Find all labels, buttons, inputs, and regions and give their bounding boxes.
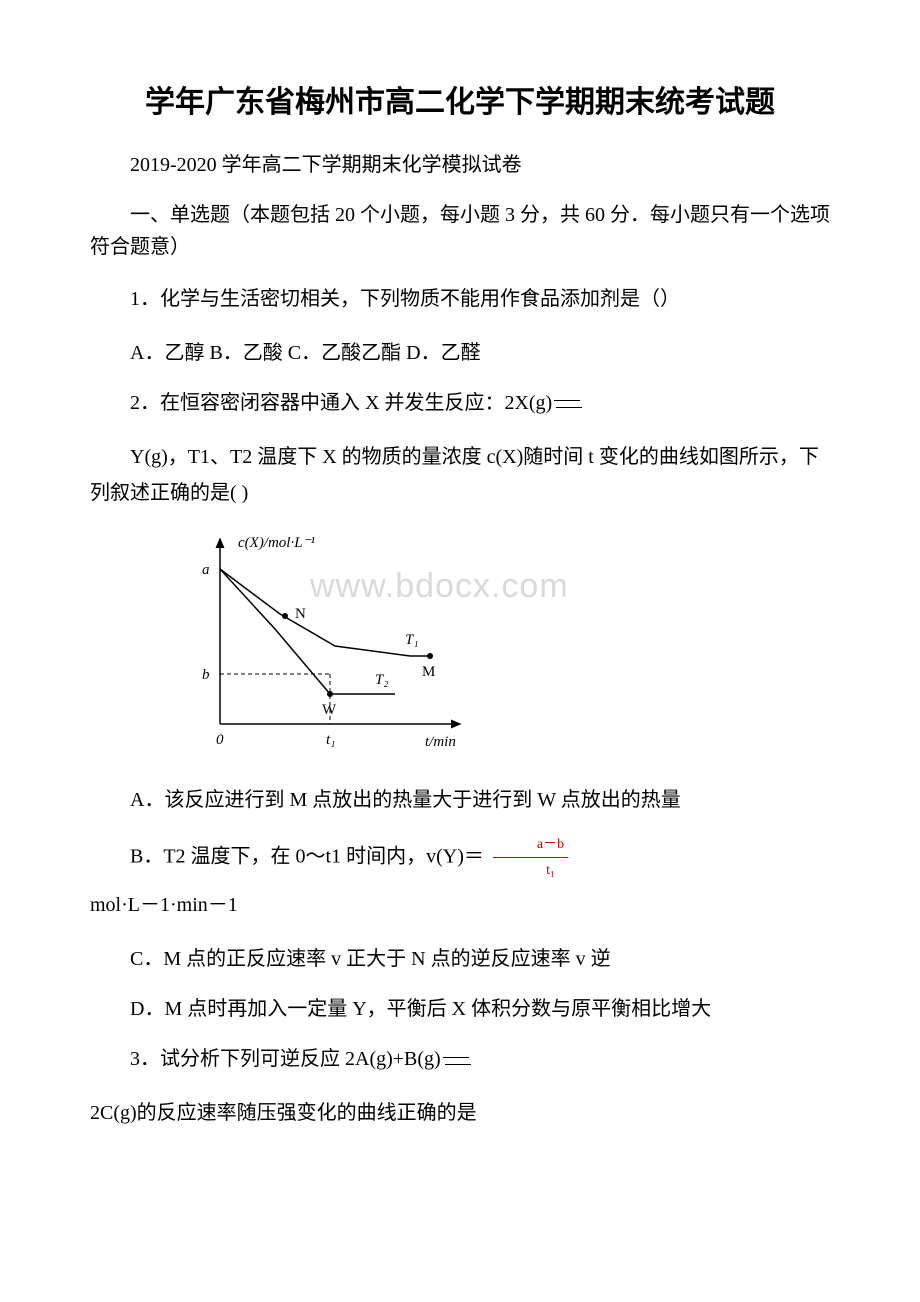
question-1: 1．化学与生活密切相关，下列物质不能用作食品添加剂是（） — [90, 281, 830, 317]
question-3-continue: 2C(g)的反应速率随压强变化的曲线正确的是 — [90, 1095, 830, 1131]
fraction-numerator: a－b — [493, 832, 568, 858]
equilibrium-icon — [443, 1054, 471, 1068]
svg-text:T₂: T₂ — [375, 672, 389, 688]
equilibrium-icon — [554, 397, 582, 411]
q2-option-b-cont: mol·L－1·min－1 — [90, 887, 830, 923]
document-title: 学年广东省梅州市高二化学下学期期末统考试题 — [90, 80, 830, 125]
q2-optb-pre: B．T2 温度下，在 0～t1 时间内，v(Y)＝ — [130, 845, 484, 867]
q2-option-b: B．T2 温度下，在 0～t1 时间内，v(Y)＝ a－b t₁ — [90, 832, 830, 883]
q2-option-d: D．M 点时再加入一定量 Y，平衡后 X 体积分数与原平衡相比增大 — [90, 991, 830, 1027]
svg-text:c(X)/mol·L⁻¹: c(X)/mol·L⁻¹ — [238, 535, 315, 551]
q2-cont-text: Y(g)，T1、T2 温度下 X 的物质的量浓度 c(X)随时间 t 变化的曲线… — [90, 439, 830, 511]
svg-text:t₁: t₁ — [326, 732, 335, 748]
svg-text:a: a — [202, 562, 210, 578]
question-2-intro: 2．在恒容密闭容器中通入 X 并发生反应：2X(g) — [90, 385, 830, 421]
q2-intro-text: 2．在恒容密闭容器中通入 X 并发生反应：2X(g) — [130, 392, 552, 414]
svg-text:T₁: T₁ — [405, 632, 419, 648]
svg-text:N: N — [295, 606, 306, 622]
svg-text:W: W — [322, 702, 337, 718]
svg-text:b: b — [202, 667, 210, 683]
fraction-denominator: t₁ — [493, 858, 568, 883]
section-header: 一、单选题（本题包括 20 个小题，每小题 3 分，共 60 分．每小题只有一个… — [90, 199, 830, 263]
svg-text:t/min: t/min — [425, 734, 456, 750]
q3-intro-text: 3．试分析下列可逆反应 2A(g)+B(g) — [130, 1048, 441, 1070]
q2-option-a: A．该反应进行到 M 点放出的热量大于进行到 W 点放出的热量 — [90, 782, 830, 818]
svg-text:M: M — [422, 664, 435, 680]
question-3-intro: 3．试分析下列可逆反应 2A(g)+B(g) — [90, 1041, 830, 1077]
svg-text:0: 0 — [216, 732, 224, 748]
chart-svg: c(X)/mol·L⁻¹ t/min a b 0 t₁ T₁M T₂ W N — [180, 529, 480, 759]
q2-option-c: C．M 点的正反应速率 v 正大于 N 点的逆反应速率 v 逆 — [90, 941, 830, 977]
fraction: a－b t₁ — [493, 832, 568, 883]
concentration-chart: c(X)/mol·L⁻¹ t/min a b 0 t₁ T₁M T₂ W N — [180, 529, 830, 764]
document-subtitle: 2019-2020 学年高二下学期期末化学模拟试卷 — [90, 149, 830, 181]
question-1-options: A．乙醇 B．乙酸 C．乙酸乙酯 D．乙醛 — [90, 335, 830, 371]
question-2-continue: Y(g)，T1、T2 温度下 X 的物质的量浓度 c(X)随时间 t 变化的曲线… — [90, 439, 830, 511]
